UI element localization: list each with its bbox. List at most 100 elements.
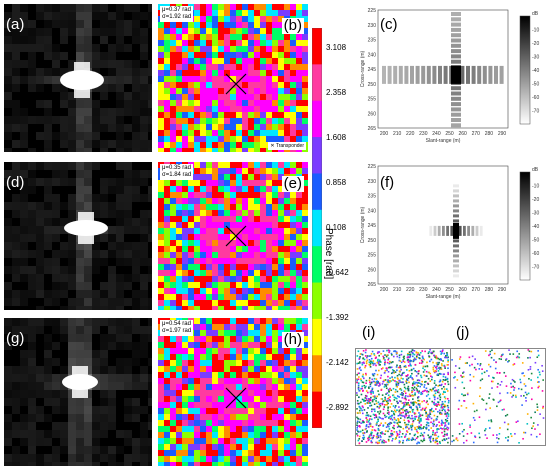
dot [373, 434, 375, 437]
dot [515, 421, 518, 423]
phase-pixel [302, 22, 308, 28]
phase-pixel [284, 324, 290, 330]
phase-pixel [278, 324, 284, 330]
dot [421, 380, 423, 383]
dot [440, 383, 443, 386]
dot [376, 352, 379, 354]
dot [484, 350, 487, 352]
phase-pixel [248, 228, 254, 234]
dot [415, 358, 417, 361]
phase-pixel [158, 354, 164, 360]
phase-pixel [158, 372, 164, 378]
amp-pixel [12, 266, 20, 274]
phase-pixel [224, 174, 230, 180]
phase-pixel [236, 324, 242, 330]
dot [372, 392, 375, 394]
amp-pixel [28, 68, 36, 76]
dot [395, 366, 398, 368]
dot [356, 429, 358, 431]
dot [438, 421, 440, 424]
phase-pixel [236, 222, 242, 228]
amp-pixel [84, 350, 92, 358]
dot [458, 367, 461, 370]
amp-pixel [20, 116, 28, 124]
phase-pixel [164, 294, 170, 300]
phase-pixel [224, 10, 230, 16]
phase-pixel [248, 204, 254, 210]
dot [426, 390, 428, 393]
phase-pixel [248, 444, 254, 450]
phase-pixel [248, 456, 254, 462]
phase-pixel [188, 52, 194, 58]
phase-pixel [218, 94, 224, 100]
phase-pixel [242, 34, 248, 40]
phase-pixel [230, 162, 236, 168]
dot [389, 366, 391, 369]
dot [368, 419, 370, 422]
dot [444, 383, 447, 385]
phase-pixel [236, 70, 242, 76]
dot [510, 435, 513, 438]
phase-pixel [278, 276, 284, 282]
phase-pixel [284, 216, 290, 222]
phase-pixel [188, 240, 194, 246]
x-tick-label: 220 [406, 287, 415, 293]
phase-pixel [236, 336, 242, 342]
phase-pixel [260, 186, 266, 192]
amp-pixel [108, 234, 116, 242]
amp-pixel [84, 148, 92, 156]
dot [415, 351, 418, 353]
phase-pixel [302, 264, 308, 270]
phase-pixel [212, 76, 218, 82]
dot [497, 401, 500, 404]
phase-pixel [284, 414, 290, 420]
phase-pixel [164, 22, 170, 28]
dot [405, 380, 408, 383]
amp-pixel [20, 186, 28, 194]
amp-pixel [92, 12, 100, 20]
phase-pixel [200, 10, 206, 16]
dot [441, 421, 443, 423]
amp-pixel [20, 12, 28, 20]
amp-pixel [60, 20, 68, 28]
amp-pixel [20, 170, 28, 178]
phase-pixel [242, 106, 248, 112]
amp-pixel [36, 366, 44, 374]
amp-pixel [4, 234, 12, 242]
dot [481, 378, 484, 380]
phase-pixel [176, 130, 182, 136]
amp-pixel [140, 84, 148, 92]
phase-pixel [260, 94, 266, 100]
phase-pixel [158, 216, 164, 222]
phase-pixel [248, 100, 254, 106]
phase-pixel [290, 64, 296, 70]
amp-pixel [108, 20, 116, 28]
phase-pixel [212, 124, 218, 130]
dot [512, 353, 515, 355]
amp-pixel [76, 290, 84, 298]
dot [457, 408, 460, 410]
dot [384, 354, 386, 356]
phase-pixel [188, 270, 194, 276]
phase-pixel [188, 396, 194, 402]
dot [373, 414, 376, 416]
dot [435, 357, 438, 360]
dot [373, 408, 376, 411]
phase-pixel [278, 4, 284, 10]
dot [398, 436, 401, 438]
sidelobe-h [432, 65, 437, 84]
dot [416, 353, 419, 356]
dot [444, 439, 446, 441]
amp-pixel [12, 334, 20, 342]
phase-pixel [296, 438, 302, 444]
dot [440, 358, 442, 361]
phase-pixel [266, 294, 272, 300]
phase-pixel [164, 82, 170, 88]
dot [369, 385, 372, 388]
phase-pixel [236, 40, 242, 46]
amp-pixel [36, 4, 44, 12]
phase-pixel [254, 462, 260, 468]
amp-pixel [132, 266, 140, 274]
amp-pixel [92, 116, 100, 124]
phase-pixel [212, 118, 218, 124]
